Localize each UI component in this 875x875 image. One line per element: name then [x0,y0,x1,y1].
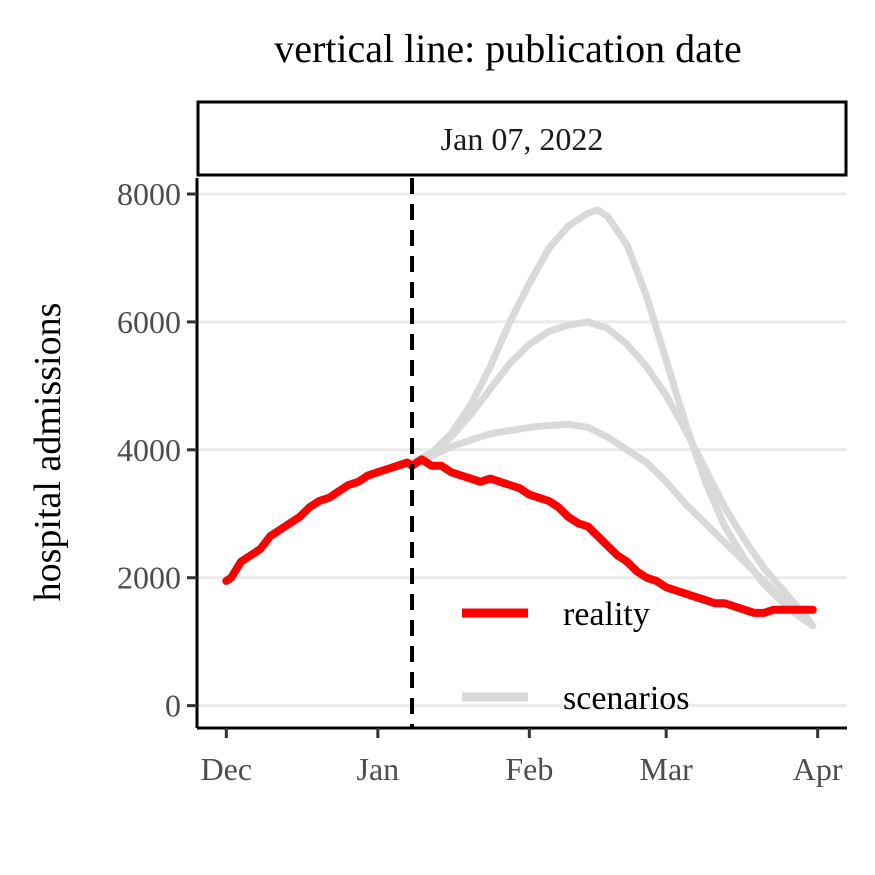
y-axis-ticks: 0 2000 4000 6000 8000 [117,176,197,724]
scenario-line-mid [408,318,817,630]
reality-line [222,455,817,617]
legend: reality scenarios [462,596,690,717]
y-tick-label: 0 [165,688,181,724]
x-tick-label: Mar [640,751,694,787]
y-tick-label: 4000 [117,432,181,468]
legend-label-reality: reality [563,596,650,633]
y-axis-label: hospital admissions [27,303,69,602]
legend-label-scenarios: scenarios [563,680,690,717]
scenario-lines [408,206,817,630]
reality-line-group [222,455,817,617]
y-tick-label: 8000 [117,176,181,212]
plot-axes [195,178,847,730]
x-tick-label: Jan [356,751,399,787]
facet-label: Jan 07, 2022 [441,121,604,157]
scenario-line-low [408,420,817,630]
x-tick-label: Dec [201,751,253,787]
facet-strip: Jan 07, 2022 [196,100,848,177]
x-axis-ticks: Dec Jan Feb Mar Apr [201,728,843,787]
gridlines [197,192,847,708]
chart-title: vertical line: publication date [274,26,742,71]
x-tick-label: Feb [505,751,553,787]
x-tick-label: Apr [793,751,843,787]
y-tick-label: 2000 [117,560,181,596]
y-tick-label: 6000 [117,304,181,340]
